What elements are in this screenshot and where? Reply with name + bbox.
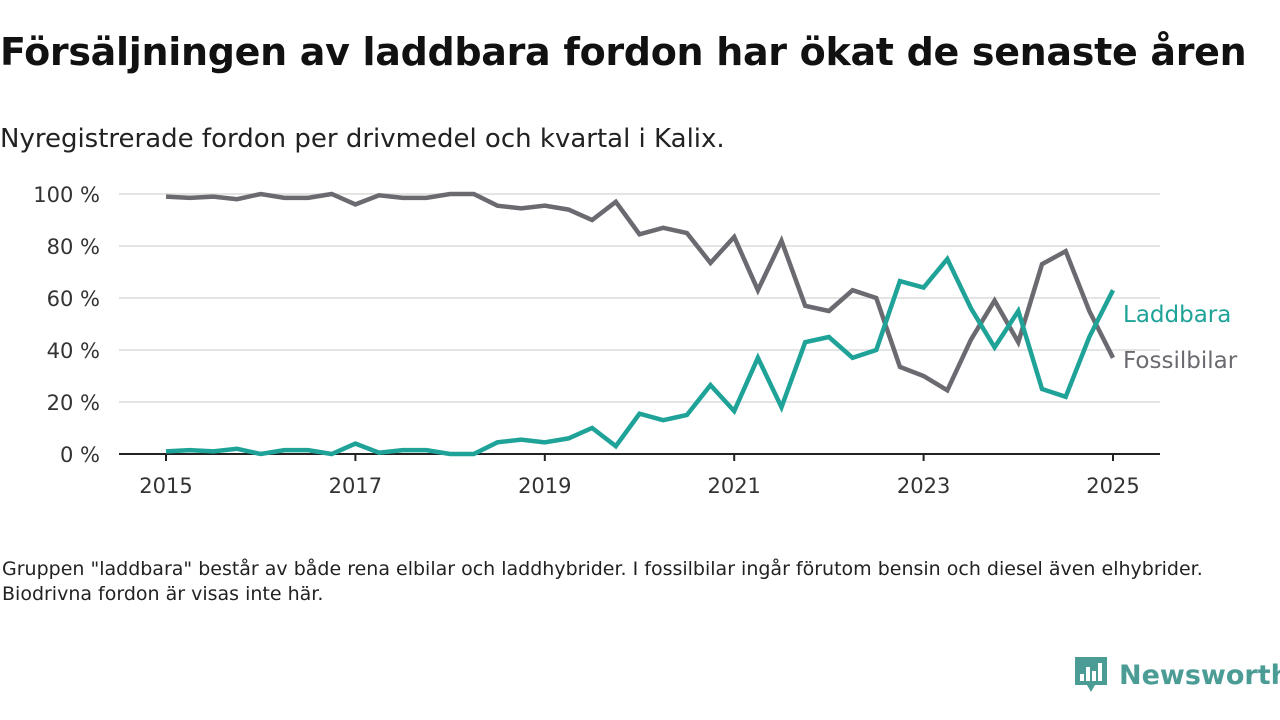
newsworthy-logo-icon <box>1075 657 1107 692</box>
footnote: Gruppen "laddbara" består av både rena e… <box>2 558 1203 605</box>
x-tick-label: 2021 <box>707 474 760 498</box>
y-tick-label: 20 % <box>47 391 100 415</box>
y-tick-label: 100 % <box>33 183 100 207</box>
x-tick-label: 2019 <box>518 474 571 498</box>
x-tick-label: 2023 <box>897 474 950 498</box>
series-line-fossilbilar <box>165 191 1116 394</box>
newsworthy-logo[interactable]: Newsworthy <box>1073 655 1280 695</box>
y-tick-label: 60 % <box>47 287 100 311</box>
x-tick-label: 2015 <box>139 474 192 498</box>
line-chart: 0 % 20 % 40 % 60 % 80 % 100 % 2015 2017 2019 2021… <box>33 183 1238 498</box>
x-tick-label: 2017 <box>329 474 382 498</box>
x-tick-label: 2025 <box>1086 474 1139 498</box>
series-label-fossilbilar: Fossilbilar <box>1123 348 1238 374</box>
y-tick-label: 80 % <box>47 235 100 259</box>
y-tick-label: 40 % <box>47 339 100 363</box>
series-label-laddbara: Laddbara <box>1123 302 1231 328</box>
chart-title: Försäljningen av laddbara fordon har öka… <box>0 30 1247 74</box>
chart-subtitle: Nyregistrerade fordon per drivmedel och … <box>0 124 725 154</box>
y-tick-label: 0 % <box>60 443 100 467</box>
series-line-laddbara <box>165 254 1116 457</box>
brand-name: Newsworthy <box>1119 659 1280 691</box>
